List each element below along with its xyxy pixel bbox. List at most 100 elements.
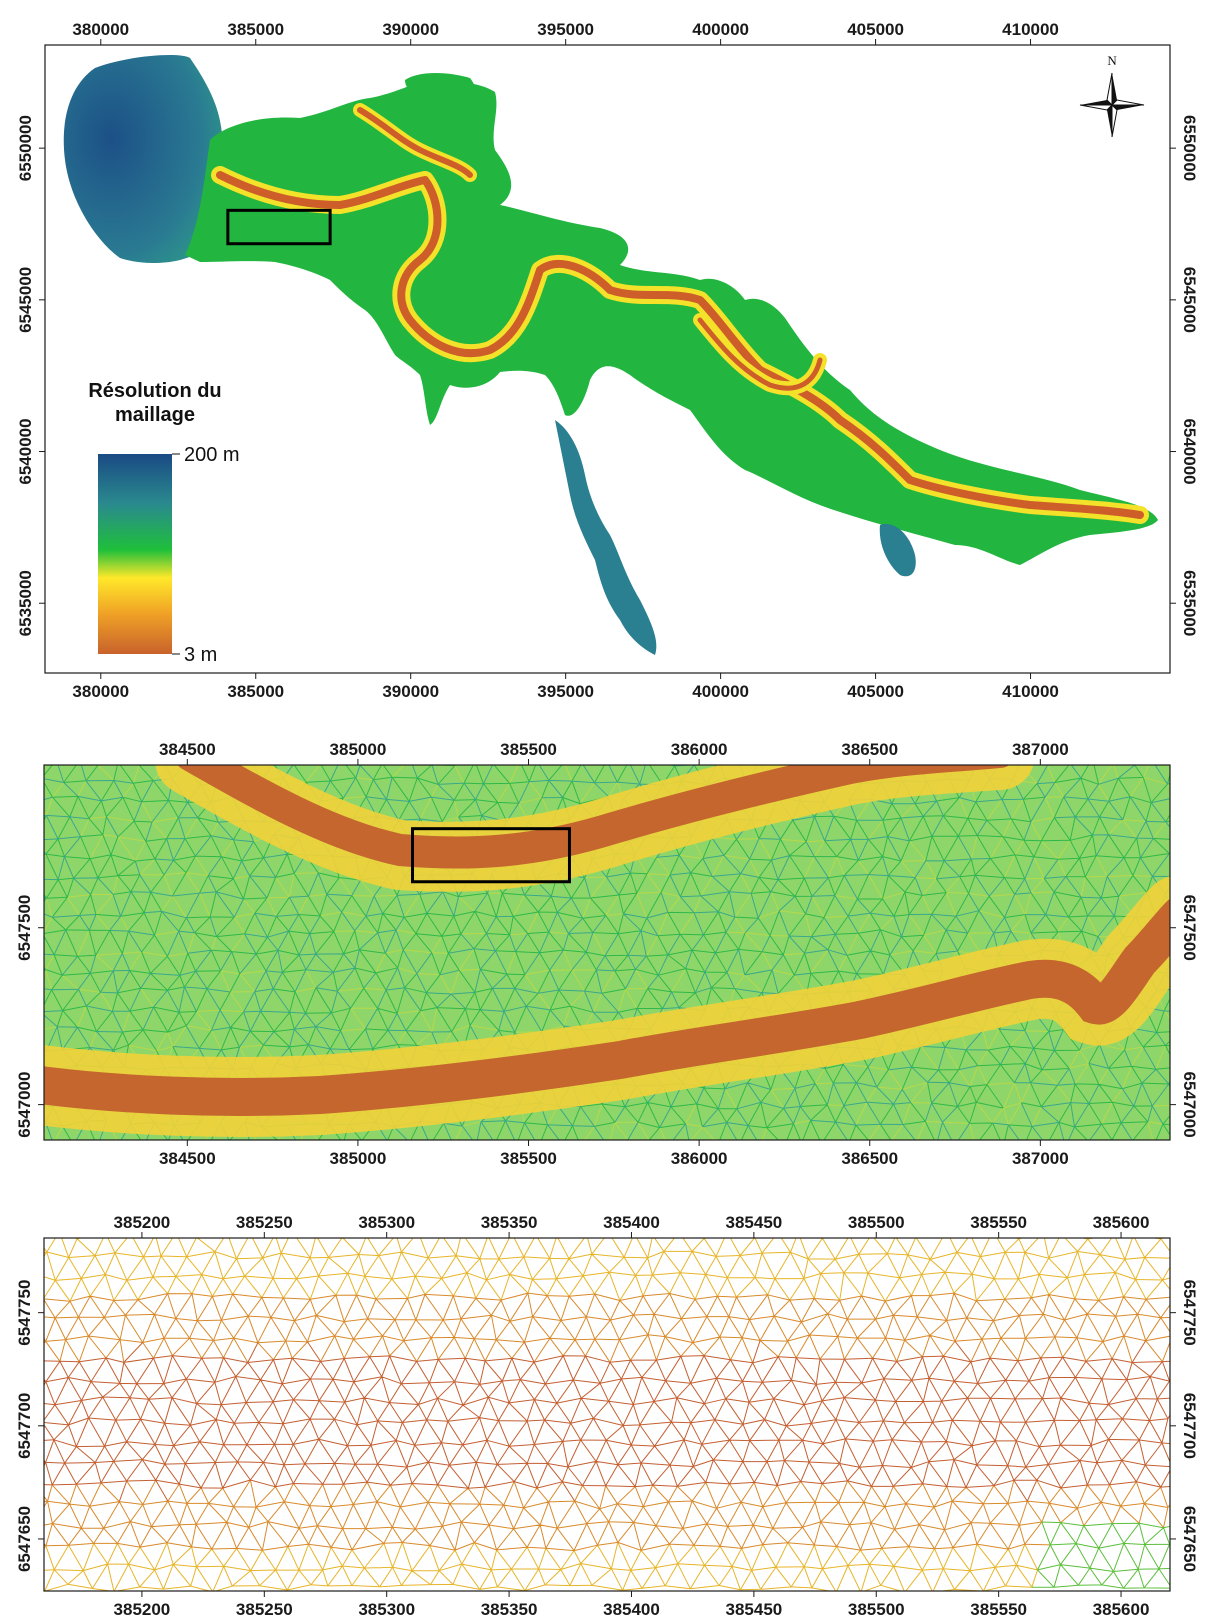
panel-3-map-area (44, 1238, 1170, 1591)
x-tick-label-top: 385200 (114, 1213, 171, 1232)
x-tick-label-bottom: 385250 (236, 1600, 293, 1619)
x-tick-label-bottom: 387000 (1012, 1149, 1069, 1168)
x-tick-label-top: 385500 (500, 740, 557, 759)
mesh-edges (1031, 1521, 1170, 1589)
x-tick-label-top: 385250 (236, 1213, 293, 1232)
compass-rose-icon (1112, 73, 1117, 105)
y-tick-label-left: 6547750 (15, 1280, 34, 1346)
y-tick-label-left: 6540000 (16, 418, 35, 484)
channel-network (211, 103, 1149, 524)
y-tick-label-right: 6547750 (1180, 1280, 1199, 1346)
x-tick-label-bottom: 386000 (671, 1149, 728, 1168)
legend-colorbar (98, 454, 172, 654)
panel-2-zoom-map: 384500 384500 385000 385000 385500 385500 3860… (15, 740, 1199, 1168)
panel-3-triangular-mesh (44, 1238, 1170, 1591)
y-tick-label-right: 6547650 (1180, 1506, 1199, 1572)
y-tick-label-right: 6540000 (1180, 418, 1199, 484)
x-tick-label-bottom: 380000 (72, 682, 129, 701)
x-tick-label-bottom: 385500 (848, 1600, 905, 1619)
x-tick-label-bottom: 385300 (358, 1600, 415, 1619)
x-tick-label-top: 385000 (227, 20, 284, 39)
channel-core-east (697, 317, 823, 391)
y-tick-label-right: 6547000 (1180, 1072, 1199, 1138)
x-tick-label-bottom: 395000 (537, 682, 594, 701)
x-tick-label-bottom: 400000 (692, 682, 749, 701)
x-tick-label-bottom: 385350 (481, 1600, 538, 1619)
x-tick-label-bottom: 385200 (114, 1600, 171, 1619)
north-arrow-label: N (1107, 53, 1117, 68)
panel-1-map-area: N Résolution du maillage 200 m 3 m (63, 53, 1158, 666)
panel-3-frame (43, 1237, 1171, 1592)
panel-2-frame (43, 764, 1171, 1141)
panel-2-map-area (44, 765, 1170, 1140)
y-tick-label-right: 6547700 (1180, 1393, 1199, 1459)
compass-rose-icon-e (1112, 105, 1144, 110)
x-tick-label-bottom: 405000 (847, 682, 904, 701)
x-tick-label-bottom: 385000 (227, 682, 284, 701)
legend-min-label: 3 m (184, 644, 217, 666)
x-tick-label-top: 385350 (481, 1213, 538, 1232)
compass-rose-icon-s (1107, 105, 1112, 137)
y-tick-label-right: 6535000 (1180, 570, 1199, 636)
x-tick-label-top: 385500 (848, 1213, 905, 1232)
x-tick-label-bottom: 386500 (841, 1149, 898, 1168)
channel-core-north (357, 107, 473, 178)
north-arrow: N (1079, 53, 1145, 138)
x-tick-label-top: 405000 (847, 20, 904, 39)
x-tick-label-bottom: 385450 (726, 1600, 783, 1619)
x-tick-label-top: 380000 (72, 20, 129, 39)
x-tick-label-top: 385400 (603, 1213, 660, 1232)
sea-mesh-coarse (63, 55, 223, 264)
x-tick-label-top: 385450 (726, 1213, 783, 1232)
legend-title-line2: maillage (115, 404, 195, 426)
x-tick-label-bottom: 385600 (1093, 1600, 1150, 1619)
legend: Résolution du maillage 200 m 3 m (88, 380, 239, 666)
tributary-mesh (555, 420, 657, 655)
y-tick-label-left: 6550000 (16, 115, 35, 181)
y-tick-label-left: 6547000 (15, 1072, 34, 1138)
y-tick-label-left: 6547700 (15, 1393, 34, 1459)
x-tick-label-top: 386000 (671, 740, 728, 759)
panel-3-zoom-map: 385200 385200 385250 385250 385300 385300 3853… (15, 1213, 1199, 1619)
x-tick-label-bottom: 390000 (382, 682, 439, 701)
compass-rose-icon-w (1080, 100, 1112, 105)
panel-3-axes: 385200 385200 385250 385250 385300 385300 3853… (15, 1213, 1199, 1619)
y-tick-label-left: 6547500 (15, 895, 34, 961)
x-tick-label-bottom: 385550 (970, 1600, 1027, 1619)
panel-2-axes: 384500 384500 385000 385000 385500 385500 3860… (15, 740, 1199, 1168)
y-tick-label-right: 6545000 (1180, 267, 1199, 333)
x-tick-label-top: 385550 (970, 1213, 1027, 1232)
compass-rose-icon-s2 (1111, 103, 1118, 138)
mesh-edges (44, 1238, 1170, 1591)
channel-core (216, 171, 1144, 519)
x-tick-label-bottom: 384500 (159, 1149, 216, 1168)
panel-1-frame (44, 44, 1171, 674)
compass-rose-icon-e2 (1110, 99, 1145, 106)
x-tick-label-top: 400000 (692, 20, 749, 39)
x-tick-label-top: 384500 (159, 740, 216, 759)
legend-max-label: 200 m (184, 444, 240, 466)
panel-1-axes: 380000 380000 385000 385000 390000 390000 3950… (16, 20, 1199, 701)
y-tick-label-left: 6535000 (16, 570, 35, 636)
y-tick-label-left: 6545000 (16, 267, 35, 333)
x-tick-label-top: 386500 (841, 740, 898, 759)
x-tick-label-top: 387000 (1012, 740, 1069, 759)
x-tick-label-bottom: 385000 (330, 1149, 387, 1168)
y-tick-label-left: 6547650 (15, 1506, 34, 1572)
legend-title-line1: Résolution du (88, 380, 221, 402)
x-tick-label-top: 395000 (537, 20, 594, 39)
y-tick-label-right: 6547500 (1180, 895, 1199, 961)
x-tick-label-bottom: 385500 (500, 1149, 557, 1168)
estuary-north-lobe (405, 73, 477, 118)
inset-locator-box-2 (411, 827, 571, 884)
compass-rose-icon-n2 (1106, 72, 1113, 107)
x-tick-label-bottom: 385400 (603, 1600, 660, 1619)
mesh-edges (44, 1292, 1170, 1552)
x-tick-label-top: 390000 (382, 20, 439, 39)
panel-1-overview-map: N Résolution du maillage 200 m 3 m 38000… (16, 20, 1199, 701)
lower-channel-core (44, 898, 1170, 1116)
x-tick-label-top: 385300 (358, 1213, 415, 1232)
x-tick-label-top: 385000 (330, 740, 387, 759)
upper-channel-core (177, 765, 1010, 869)
